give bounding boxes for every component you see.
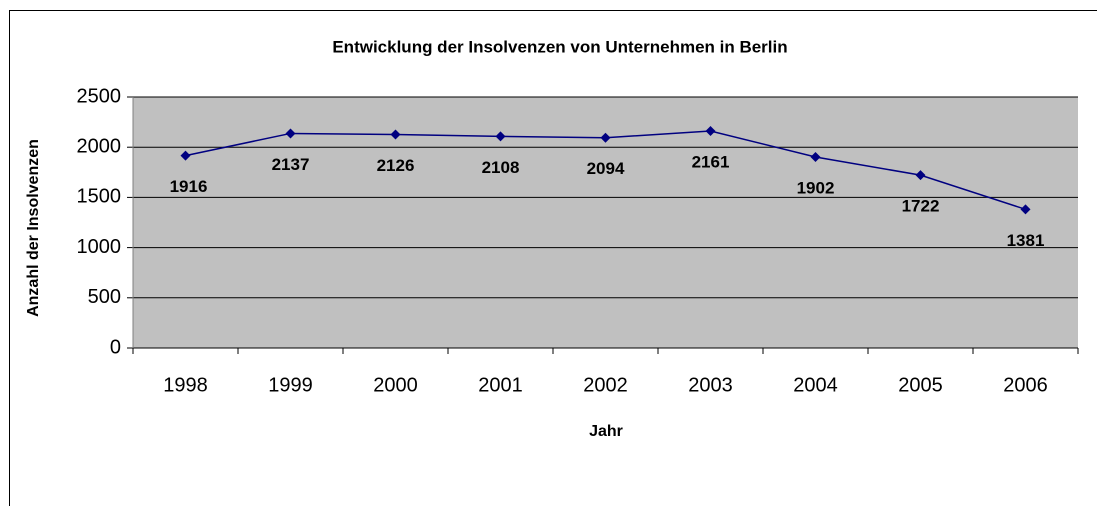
point-marker [705,126,716,137]
point-marker [390,129,401,140]
point-marker [600,132,611,143]
data-label: 2126 [377,156,415,175]
x-tick-label: 2001 [478,374,523,396]
point-marker [915,170,926,181]
point-marker [180,150,191,161]
x-tick-label: 2006 [1003,374,1048,396]
data-label: 2094 [587,159,625,178]
data-label: 1902 [797,179,835,198]
x-tick-label: 2000 [373,374,418,396]
x-tick-label: 2004 [793,374,838,396]
y-tick-label: 1500 [77,186,122,208]
x-tick-label: 1998 [163,374,208,396]
x-tick-label: 2003 [688,374,733,396]
data-label: 2108 [482,158,520,177]
y-tick-label: 2500 [77,85,122,107]
data-label: 1916 [170,177,208,196]
x-axis-label: Jahr [589,423,623,440]
data-label: 1722 [902,197,940,216]
y-tick-label: 0 [110,336,121,358]
point-marker [495,131,506,142]
y-tick-label: 500 [88,286,121,308]
data-label: 2137 [272,155,310,174]
point-marker [810,152,821,163]
x-tick-label: 1999 [268,374,313,396]
chart-title: Entwicklung der Insolvenzen von Unterneh… [332,37,787,56]
point-marker [1020,204,1031,215]
x-tick-label: 2002 [583,374,628,396]
data-label: 1381 [1007,231,1045,250]
point-marker [285,128,296,139]
data-label: 2161 [692,153,730,172]
y-tick-label: 1000 [77,236,122,258]
x-tick-label: 2005 [898,374,943,396]
y-tick-label: 2000 [77,135,122,157]
y-axis-label: Anzahl der Insolvenzen [25,139,42,317]
